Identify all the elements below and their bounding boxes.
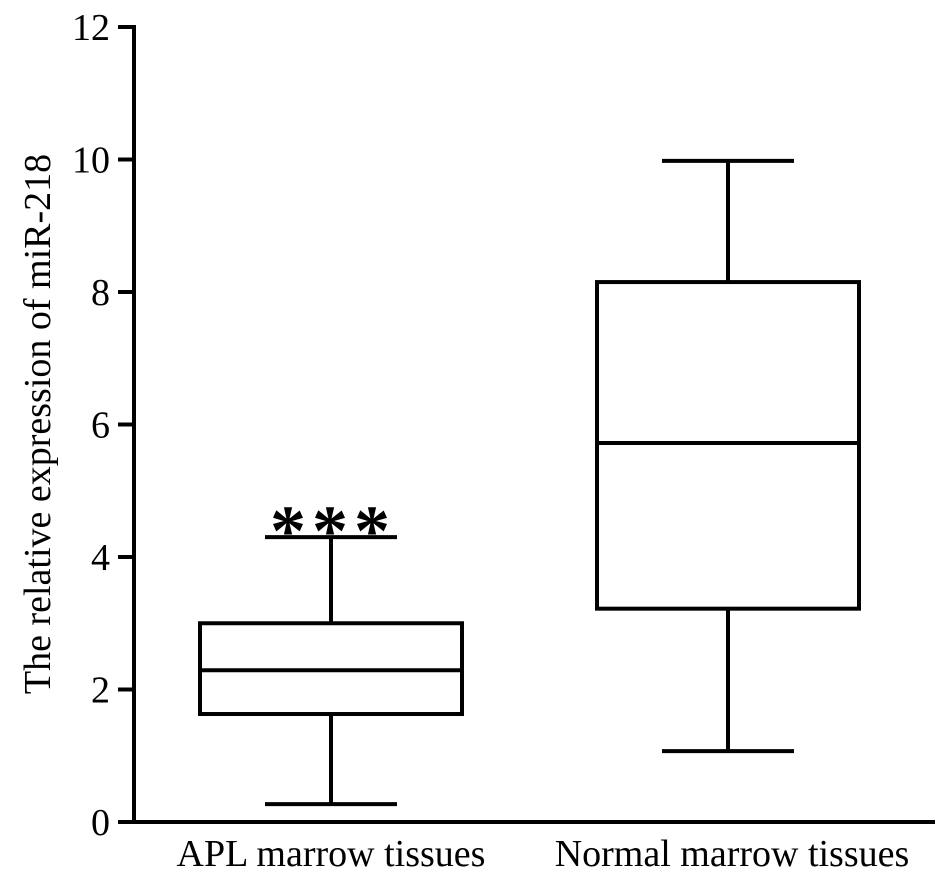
y-axis-label: The relative expression of miR-218	[17, 154, 59, 694]
boxes: *** APL marrow tissues Normal marrow tissu…	[177, 158, 910, 875]
significance-annotation: ***	[270, 491, 396, 571]
x-tick-label: APL marrow tissues	[177, 833, 486, 875]
y-tick-label: 2	[91, 670, 110, 712]
axes: 0 2 4 6 8 10 12	[72, 7, 935, 844]
box-1: *** APL marrow tissues	[177, 491, 486, 875]
y-tick-label: 12	[72, 7, 110, 49]
iqr-box	[595, 280, 861, 611]
x-tick-label: Normal marrow tissues	[555, 833, 910, 875]
y-tick-label: 4	[91, 537, 110, 579]
y-tick-label: 6	[91, 405, 110, 447]
y-tick-label: 10	[72, 140, 110, 182]
y-tick-label: 8	[91, 272, 110, 314]
box-2: Normal marrow tissues	[555, 158, 910, 875]
y-tick-label: 0	[91, 802, 110, 844]
